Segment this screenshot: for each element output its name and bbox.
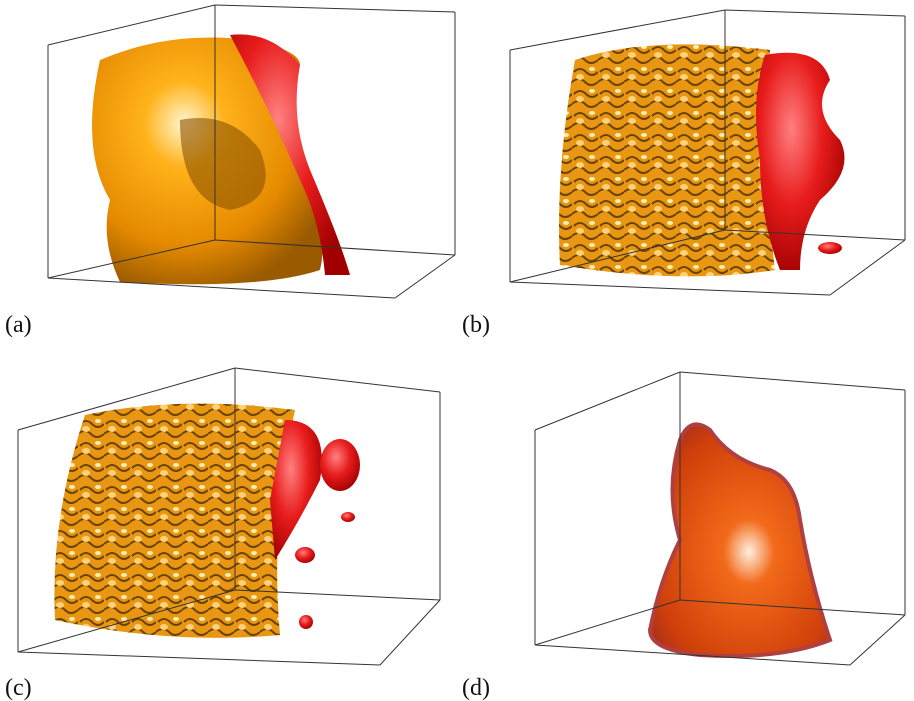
- droplet: [320, 439, 360, 491]
- panel-d: (d): [462, 372, 905, 701]
- figure: (a) (b) (c): [0, 0, 914, 701]
- panel-c: (c): [5, 368, 440, 701]
- panel-label: (a): [5, 312, 32, 338]
- panel-label: (c): [5, 675, 32, 701]
- panel-label: (b): [462, 312, 490, 338]
- surface: [54, 404, 295, 638]
- surface: [650, 424, 830, 656]
- droplet: [818, 242, 842, 254]
- droplet: [299, 615, 313, 629]
- droplet: [341, 512, 355, 522]
- surface: [559, 44, 775, 276]
- panel-a: (a): [5, 5, 455, 338]
- panel-label: (d): [462, 675, 490, 701]
- figure-canvas: (a) (b) (c): [0, 0, 914, 701]
- droplet: [295, 547, 315, 563]
- panel-b: (b): [462, 10, 905, 338]
